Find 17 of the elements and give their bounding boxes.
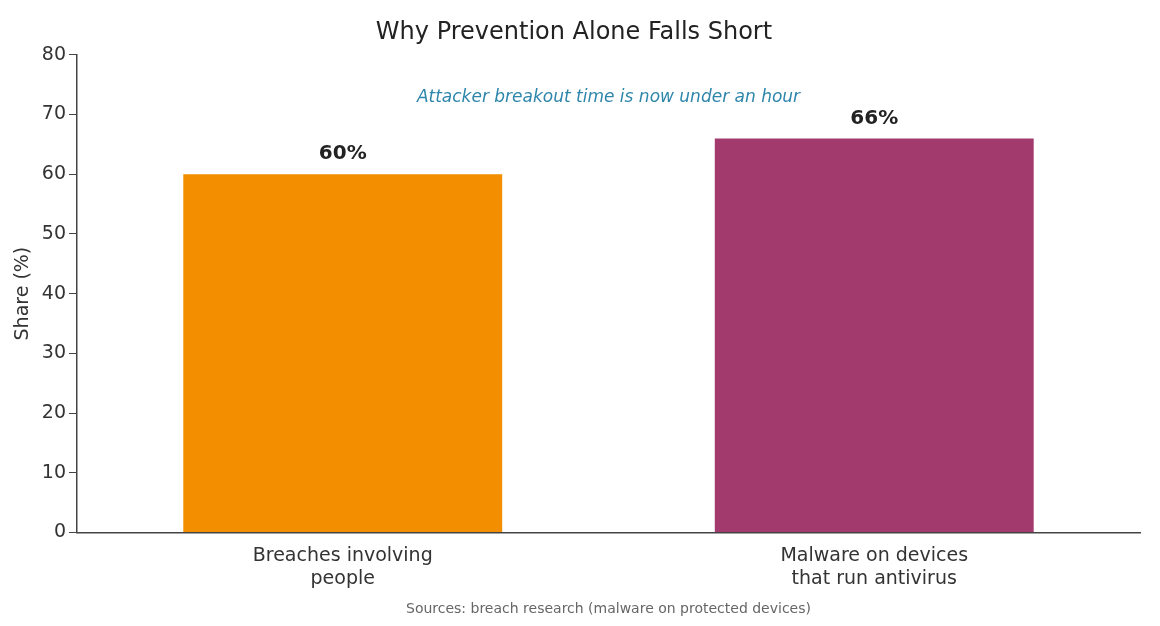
y-tick-label: 30 xyxy=(41,340,66,363)
x-tick-label: Malware on devices that run antivirus xyxy=(780,542,969,588)
annotation: Attacker breakout time is now under an hour xyxy=(415,86,802,107)
data-label: 60% xyxy=(318,140,367,165)
data-label: 66% xyxy=(850,104,899,129)
y-tick-label: 50 xyxy=(41,220,66,243)
y-tick-label: 70 xyxy=(41,101,66,124)
y-tick-label: 20 xyxy=(41,399,66,422)
y-tick-label: 60 xyxy=(41,161,66,184)
y-tick-label: 80 xyxy=(41,41,66,64)
source-note: Sources: breach research (malware on protected devices) xyxy=(405,599,811,616)
y-axis-title: Share (%) xyxy=(10,246,33,341)
y-tick-label: 40 xyxy=(41,280,66,303)
y-tick-label: 0 xyxy=(53,519,66,542)
y-tick-label: 10 xyxy=(41,459,66,482)
x-tick-label: Breaches involving people xyxy=(252,542,433,588)
chart-title: Why Prevention Alone Falls Short xyxy=(375,16,773,45)
